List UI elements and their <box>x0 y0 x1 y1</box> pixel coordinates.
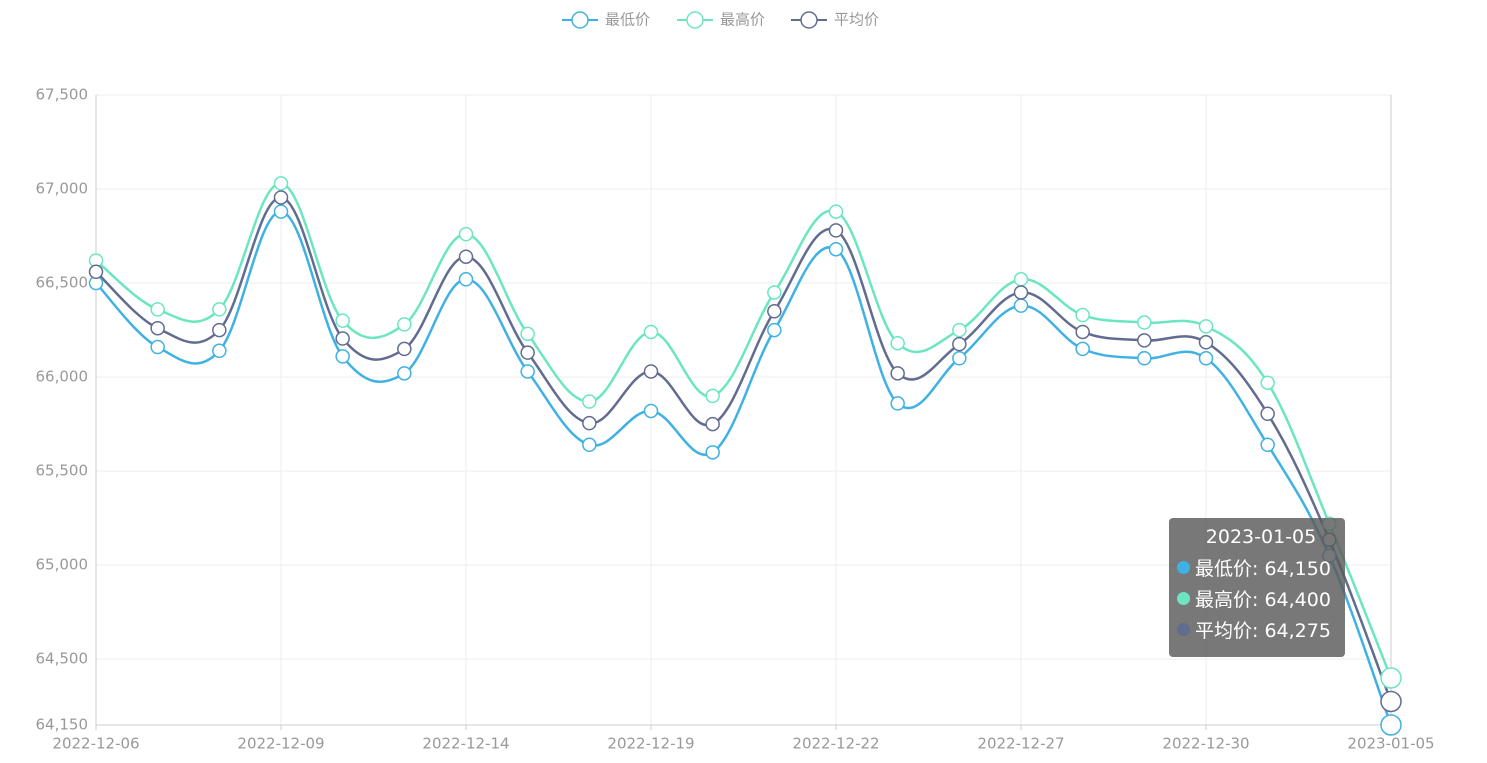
data-point <box>458 249 474 264</box>
data-point <box>335 331 350 346</box>
data-point <box>1013 298 1029 313</box>
data-point <box>1137 315 1152 330</box>
data-point <box>458 226 474 242</box>
data-point <box>520 326 535 342</box>
tooltip-row: 最高价: 64,400 <box>1177 583 1345 614</box>
tooltip-row: 平均价: 64,275 <box>1177 614 1345 645</box>
legend-icon <box>686 11 704 29</box>
data-point <box>705 416 720 432</box>
data-point <box>273 176 289 191</box>
y-tick-label: 64,150 <box>36 716 89 734</box>
tooltip-row: 最低价: 64,150 <box>1177 552 1345 583</box>
data-point <box>890 396 905 411</box>
data-point <box>1013 285 1029 300</box>
data-point <box>1198 319 1214 334</box>
data-point <box>1013 272 1029 287</box>
data-point <box>335 349 350 364</box>
data-point <box>1380 714 1402 736</box>
data-point <box>952 322 967 338</box>
tooltip-dot <box>1177 592 1190 605</box>
y-tick-label: 67,500 <box>36 86 89 104</box>
x-tick-label: 2022-12-27 <box>977 735 1064 753</box>
y-tick-label: 67,000 <box>36 180 89 198</box>
x-tick-label: 2022-12-19 <box>607 735 694 753</box>
data-point <box>335 313 350 328</box>
series-line <box>95 196 1393 702</box>
x-tick-label: 2022-12-06 <box>52 735 139 753</box>
data-point <box>890 335 905 351</box>
data-point <box>582 415 597 431</box>
data-point <box>1380 690 1402 713</box>
data-point <box>1260 375 1275 390</box>
data-point <box>643 324 659 340</box>
data-point <box>828 223 844 238</box>
data-point <box>582 437 597 453</box>
x-tick-label: 2022-12-22 <box>792 735 879 753</box>
data-point <box>88 264 104 280</box>
tooltip-dot <box>1177 623 1190 636</box>
x-tick-label: 2022-12-30 <box>1162 735 1249 753</box>
data-point <box>705 445 720 460</box>
data-point <box>828 204 844 219</box>
data-point <box>890 366 905 381</box>
data-point <box>767 304 782 319</box>
y-tick-label: 65,000 <box>36 556 89 574</box>
data-point <box>520 364 535 379</box>
data-point <box>1075 324 1090 340</box>
data-point <box>767 285 782 300</box>
data-point <box>1137 351 1152 366</box>
legend-icon <box>800 11 818 29</box>
y-tick-label: 66,000 <box>36 368 89 386</box>
y-tick-label: 66,500 <box>36 274 89 292</box>
legend-label: 最低价 <box>605 11 650 29</box>
tooltip-text: 最高价: 64,400 <box>1195 589 1331 611</box>
data-point <box>1198 335 1214 350</box>
legend-label: 平均价 <box>834 11 879 29</box>
data-point <box>150 320 165 336</box>
data-point <box>1075 307 1090 323</box>
data-point <box>705 388 720 404</box>
tooltip: 2023-01-05 最低价: 64,150 最高价: 64,400 平均价: 64… <box>1169 518 1345 657</box>
data-point <box>397 366 412 381</box>
data-point <box>1075 341 1090 357</box>
data-point <box>397 317 412 332</box>
y-tick-label: 65,500 <box>36 462 89 480</box>
data-point <box>520 345 535 360</box>
tooltip-dot <box>1177 561 1190 574</box>
data-point <box>1380 667 1402 689</box>
data-point <box>150 339 165 355</box>
data-point <box>1198 351 1214 366</box>
tooltip-title: 2023-01-05 <box>1205 526 1317 548</box>
data-point <box>643 403 659 419</box>
data-point <box>952 336 967 352</box>
data-point <box>1137 333 1152 348</box>
data-point <box>273 204 289 219</box>
x-tick-label: 2022-12-14 <box>422 735 509 753</box>
data-point <box>952 351 967 366</box>
data-point <box>273 190 289 205</box>
data-point <box>582 394 597 409</box>
tooltip-text: 最低价: 64,150 <box>1195 558 1331 580</box>
data-point <box>397 341 412 357</box>
legend-label: 最高价 <box>720 11 765 29</box>
legend-icon <box>571 11 589 29</box>
data-point <box>212 302 227 317</box>
data-point <box>212 322 227 338</box>
series-line <box>95 182 1393 679</box>
tooltip-text: 平均价: 64,275 <box>1195 620 1331 642</box>
x-tick-label: 2022-12-09 <box>237 735 324 753</box>
data-point <box>150 302 165 317</box>
x-tick-label: 2023-01-05 <box>1347 735 1434 753</box>
data-point <box>1260 437 1275 453</box>
data-point <box>767 322 782 338</box>
y-tick-label: 64,500 <box>36 650 89 668</box>
series-line <box>95 210 1393 726</box>
data-point <box>828 241 844 257</box>
data-point <box>458 272 474 287</box>
data-point <box>643 364 659 379</box>
data-point <box>212 343 227 359</box>
data-point <box>1260 406 1275 422</box>
